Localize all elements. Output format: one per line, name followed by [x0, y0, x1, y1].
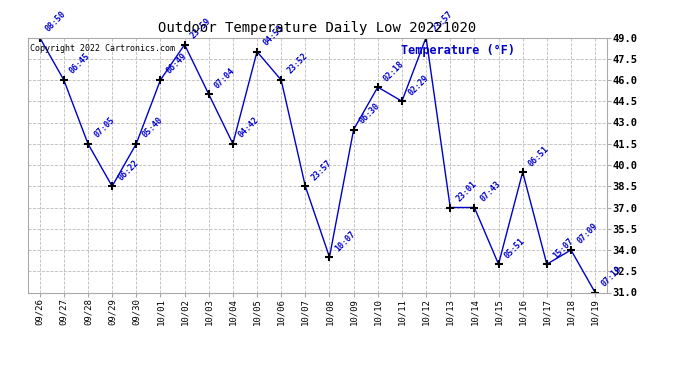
Text: 23:01: 23:01: [455, 179, 478, 203]
Text: 23:57: 23:57: [431, 9, 454, 33]
Text: 23:57: 23:57: [310, 158, 333, 182]
Text: Temperature (°F): Temperature (°F): [402, 44, 515, 57]
Text: 15:07: 15:07: [551, 236, 575, 260]
Text: 05:51: 05:51: [503, 236, 526, 260]
Text: 06:51: 06:51: [527, 144, 551, 168]
Text: 23:59: 23:59: [189, 16, 213, 40]
Text: 23:52: 23:52: [286, 52, 309, 76]
Text: 06:30: 06:30: [358, 101, 382, 125]
Text: Copyright 2022 Cartronics.com: Copyright 2022 Cartronics.com: [30, 44, 175, 53]
Text: 07:04: 07:04: [213, 66, 237, 90]
Text: 06:49: 06:49: [165, 52, 188, 76]
Text: 10:07: 10:07: [334, 229, 357, 253]
Title: Outdoor Temperature Daily Low 20221020: Outdoor Temperature Daily Low 20221020: [158, 21, 477, 35]
Text: 07:05: 07:05: [92, 116, 116, 140]
Text: 08:50: 08:50: [44, 9, 68, 33]
Text: 07:43: 07:43: [479, 179, 502, 203]
Text: 07:09: 07:09: [575, 222, 599, 246]
Text: 02:18: 02:18: [382, 59, 406, 83]
Text: 04:42: 04:42: [237, 116, 261, 140]
Text: 06:45: 06:45: [68, 52, 92, 76]
Text: 02:29: 02:29: [406, 73, 430, 97]
Text: 07:19: 07:19: [600, 264, 623, 288]
Text: 05:40: 05:40: [141, 116, 164, 140]
Text: 06:22: 06:22: [117, 158, 140, 182]
Text: 04:53: 04:53: [262, 24, 285, 48]
